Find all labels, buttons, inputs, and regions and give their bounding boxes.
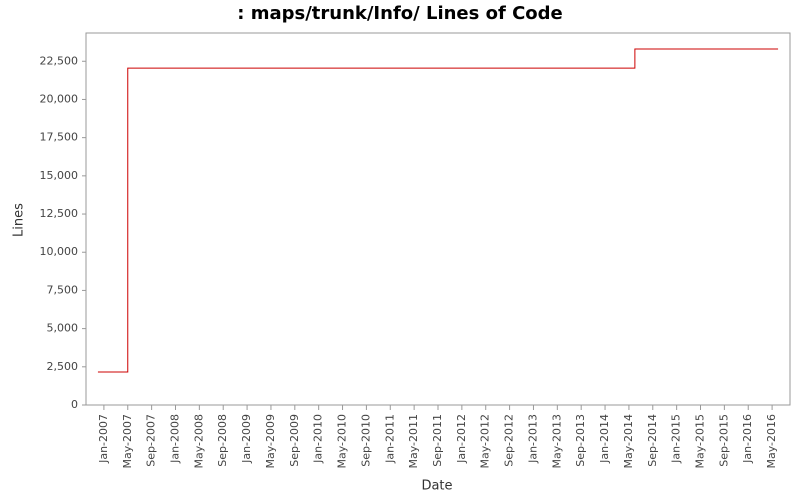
x-axis-title: Date [421, 479, 452, 494]
series-line [97, 48, 779, 373]
x-tick-label: Jan-2013 [526, 414, 539, 464]
x-tick-label: May-2015 [694, 414, 707, 469]
x-tick-label: May-2014 [622, 414, 635, 469]
y-tick-label: 5,000 [47, 322, 79, 335]
x-tick-label: May-2011 [407, 414, 420, 469]
x-tick-label: Sep-2007 [145, 414, 158, 467]
x-tick-label: May-2007 [121, 414, 134, 469]
y-tick-label: 2,500 [47, 360, 79, 373]
x-tick-label: Sep-2015 [717, 414, 730, 467]
x-tick-label: May-2008 [192, 414, 205, 469]
x-tick-label: Jan-2010 [312, 414, 325, 464]
x-tick-label: Jan-2011 [383, 414, 396, 464]
x-tick-label: May-2016 [765, 414, 778, 469]
x-tick-label: May-2013 [550, 414, 563, 469]
x-tick-label: May-2009 [264, 414, 277, 469]
y-tick-label: 22,500 [40, 54, 79, 67]
plot-area [85, 32, 791, 406]
x-tick-label: Jan-2009 [240, 414, 253, 464]
y-tick-label: 17,500 [40, 131, 79, 144]
x-tick-label: Jan-2008 [168, 414, 181, 464]
y-tick-label: 12,500 [40, 207, 79, 220]
x-tick-label: Sep-2013 [574, 414, 587, 467]
y-tick-label: 20,000 [40, 92, 79, 105]
x-tick-label: Jan-2016 [741, 414, 754, 464]
x-tick-label: Sep-2008 [216, 414, 229, 467]
x-tick-label: Sep-2010 [359, 414, 372, 467]
x-tick-label: Sep-2009 [288, 414, 301, 467]
x-tick-label: Jan-2012 [455, 414, 468, 464]
x-tick-label: Sep-2014 [646, 414, 659, 467]
x-tick-label: Jan-2015 [670, 414, 683, 464]
y-tick-label: 7,500 [47, 283, 79, 296]
y-tick-label: 15,000 [40, 169, 79, 182]
x-tick-label: Jan-2007 [97, 414, 110, 464]
y-tick-label: 10,000 [40, 245, 79, 258]
x-tick-label: Jan-2014 [598, 414, 611, 464]
chart-title: : maps/trunk/Info/ Lines of Code [237, 3, 563, 24]
y-axis-title: Lines [12, 203, 27, 237]
x-tick-label: May-2010 [336, 414, 349, 469]
x-tick-label: Sep-2011 [431, 414, 444, 467]
x-tick-label: Sep-2012 [503, 414, 516, 467]
x-tick-label: May-2012 [479, 414, 492, 469]
y-tick-label: 0 [71, 398, 78, 411]
